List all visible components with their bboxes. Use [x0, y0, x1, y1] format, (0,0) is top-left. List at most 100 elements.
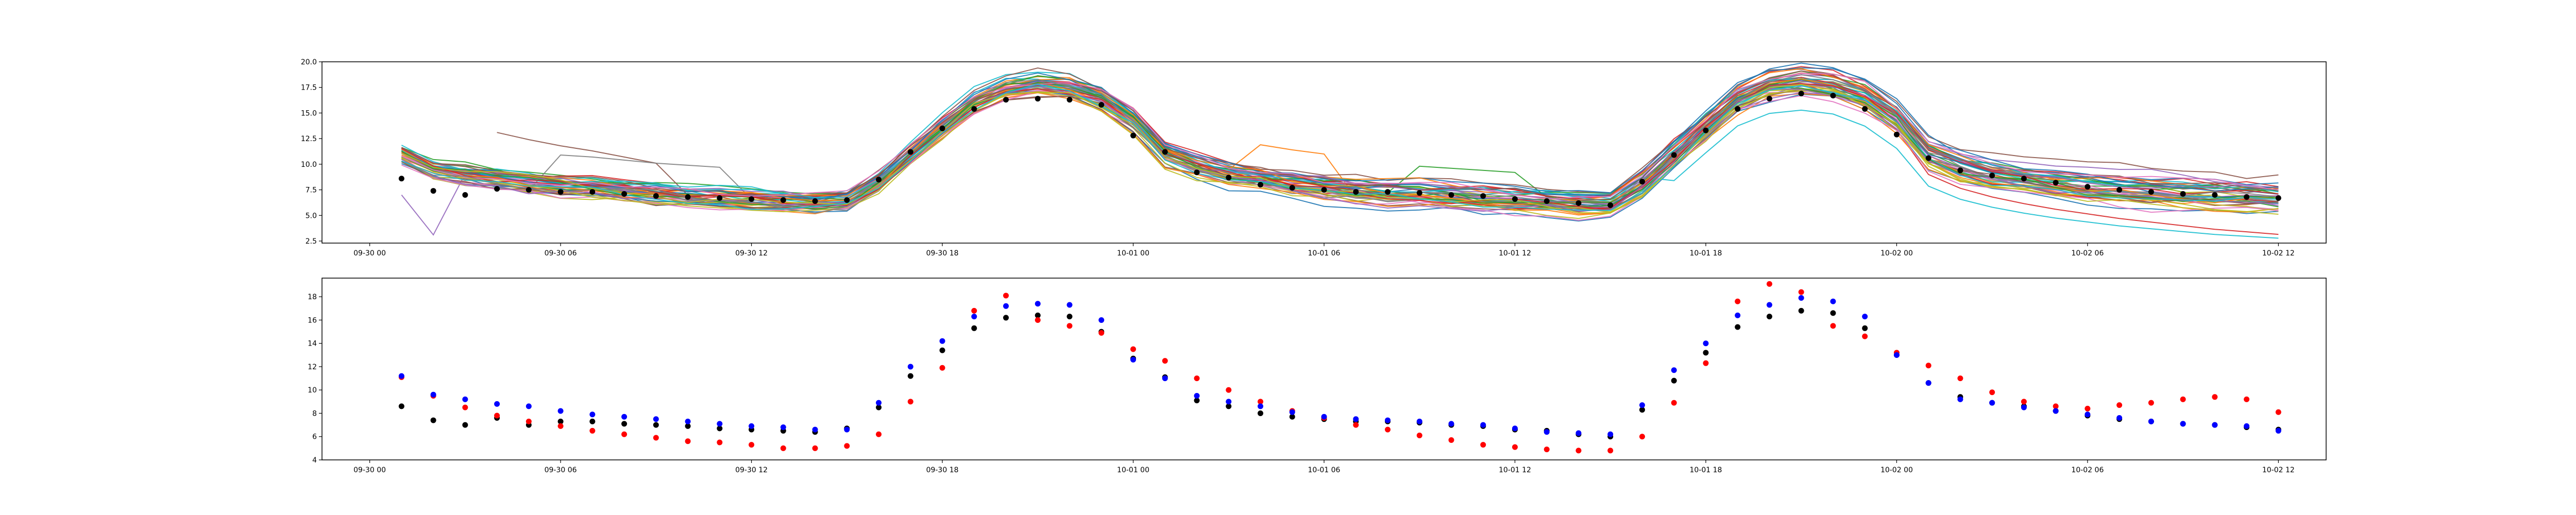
observed-point — [1003, 97, 1009, 103]
ensemble-line — [401, 80, 2279, 207]
scatter-point — [717, 439, 723, 445]
observed-point — [907, 149, 913, 155]
scatter-point — [589, 427, 596, 434]
scatter-point — [1321, 414, 1327, 420]
scatter-point — [1003, 293, 1009, 299]
scatter-point — [1353, 422, 1359, 428]
scatter-point — [653, 422, 659, 428]
scatter-point — [1703, 360, 1709, 366]
observed-point — [1893, 131, 1900, 138]
scatter-point — [1353, 416, 1359, 422]
scatter-point — [557, 423, 564, 429]
observed-point — [621, 191, 628, 197]
scatter-point — [526, 403, 532, 409]
observed-point — [1703, 127, 1709, 133]
scatter-point — [717, 425, 723, 432]
x-tick-label: 10-02 12 — [2262, 466, 2295, 474]
x-tick-label: 09-30 12 — [735, 466, 768, 474]
observed-point — [2021, 176, 2027, 182]
observed-point — [1258, 182, 1264, 188]
observed-point — [2275, 195, 2281, 201]
scatter-point — [939, 365, 945, 371]
ensemble-line-chart: 09-30 00 09-30 06 09-30 12 09-30 18 10-01 00… — [301, 58, 2327, 258]
scatter-point — [494, 401, 500, 407]
scatter-point — [1194, 393, 1200, 399]
scatter-point — [1798, 289, 1804, 295]
scatter-point — [621, 421, 628, 427]
scatter-point — [2244, 396, 2250, 402]
x-tick-label: 10-02 06 — [2071, 249, 2104, 258]
observed-point — [1735, 106, 1741, 112]
observed-point — [653, 193, 659, 199]
scatter-point — [907, 364, 913, 370]
scatter-point — [2180, 396, 2186, 402]
scatter-point — [971, 314, 977, 320]
scatter-point — [557, 408, 564, 414]
y-tick-label: 10 — [308, 386, 317, 394]
scatter-point — [1862, 333, 1868, 339]
x-tick-label: 10-01 18 — [1689, 466, 1722, 474]
x-tick-label: 10-01 12 — [1499, 466, 1531, 474]
observed-point — [1480, 193, 1486, 199]
scatter-point — [1607, 448, 1614, 454]
scatter-point — [1258, 399, 1264, 405]
scatter-series — [398, 295, 2281, 437]
y-tick-label: 2.5 — [306, 237, 317, 246]
scatter-point — [1448, 437, 1454, 443]
scatter-point — [685, 423, 691, 429]
observed-point — [1194, 169, 1200, 176]
observed-point — [1671, 152, 1677, 158]
ensemble-lines — [401, 62, 2279, 239]
observed-point — [494, 186, 500, 192]
observed-point — [1353, 189, 1359, 195]
x-tick-label: 09-30 06 — [545, 249, 577, 258]
observed-point — [589, 189, 596, 195]
scatter-point — [589, 418, 596, 424]
scatter-point — [1258, 410, 1264, 416]
scatter-point — [2148, 400, 2154, 406]
scatter-point — [1607, 431, 1614, 437]
scatter-point — [2053, 408, 2059, 414]
scatter-point — [1258, 403, 1264, 409]
scatter-point — [1735, 298, 1741, 304]
scatter-point — [430, 391, 436, 398]
observed-point — [1862, 106, 1868, 112]
scatter-point — [2053, 403, 2059, 409]
scatter-point — [2244, 423, 2250, 429]
scatter-point — [2180, 421, 2186, 427]
scatter-point — [1066, 302, 1073, 308]
observed-point — [1925, 155, 1931, 161]
observed-point — [1416, 190, 1422, 196]
observed-point — [1098, 102, 1105, 108]
scatter-point — [653, 416, 659, 422]
scatter-point — [1416, 432, 1422, 438]
observed-point — [1512, 196, 1518, 202]
scatter-point — [2275, 427, 2281, 434]
scatter-point — [844, 443, 850, 449]
x-tick-label: 10-02 00 — [1880, 249, 1913, 258]
x-tick-label: 10-02 06 — [2071, 466, 2104, 474]
scatter-point — [1957, 396, 1963, 402]
ensemble-line — [401, 89, 2279, 219]
y-tick-label: 5.0 — [306, 212, 317, 220]
scatter-point — [812, 426, 818, 433]
observed-point — [2244, 194, 2250, 200]
scatter-point — [2212, 422, 2218, 428]
observed-point — [1066, 97, 1073, 103]
scatter-point — [1162, 358, 1168, 364]
scatter-point — [1226, 403, 1232, 409]
scatter-point — [971, 325, 977, 331]
observed-point — [1162, 149, 1168, 155]
scatter-point — [1384, 417, 1391, 423]
scatter-point — [1226, 399, 1232, 405]
scatter-point — [1130, 346, 1137, 352]
scatter-point — [1830, 323, 1836, 329]
x-tick-label: 09-30 18 — [926, 466, 959, 474]
scatter-point — [2021, 399, 2027, 405]
y-tick-label: 18 — [308, 293, 317, 301]
scatter-point — [462, 404, 468, 410]
scatter-point — [2275, 409, 2281, 415]
scatter-point — [1162, 375, 1168, 382]
observed-point — [812, 198, 818, 204]
scatter-point — [1671, 377, 1677, 384]
